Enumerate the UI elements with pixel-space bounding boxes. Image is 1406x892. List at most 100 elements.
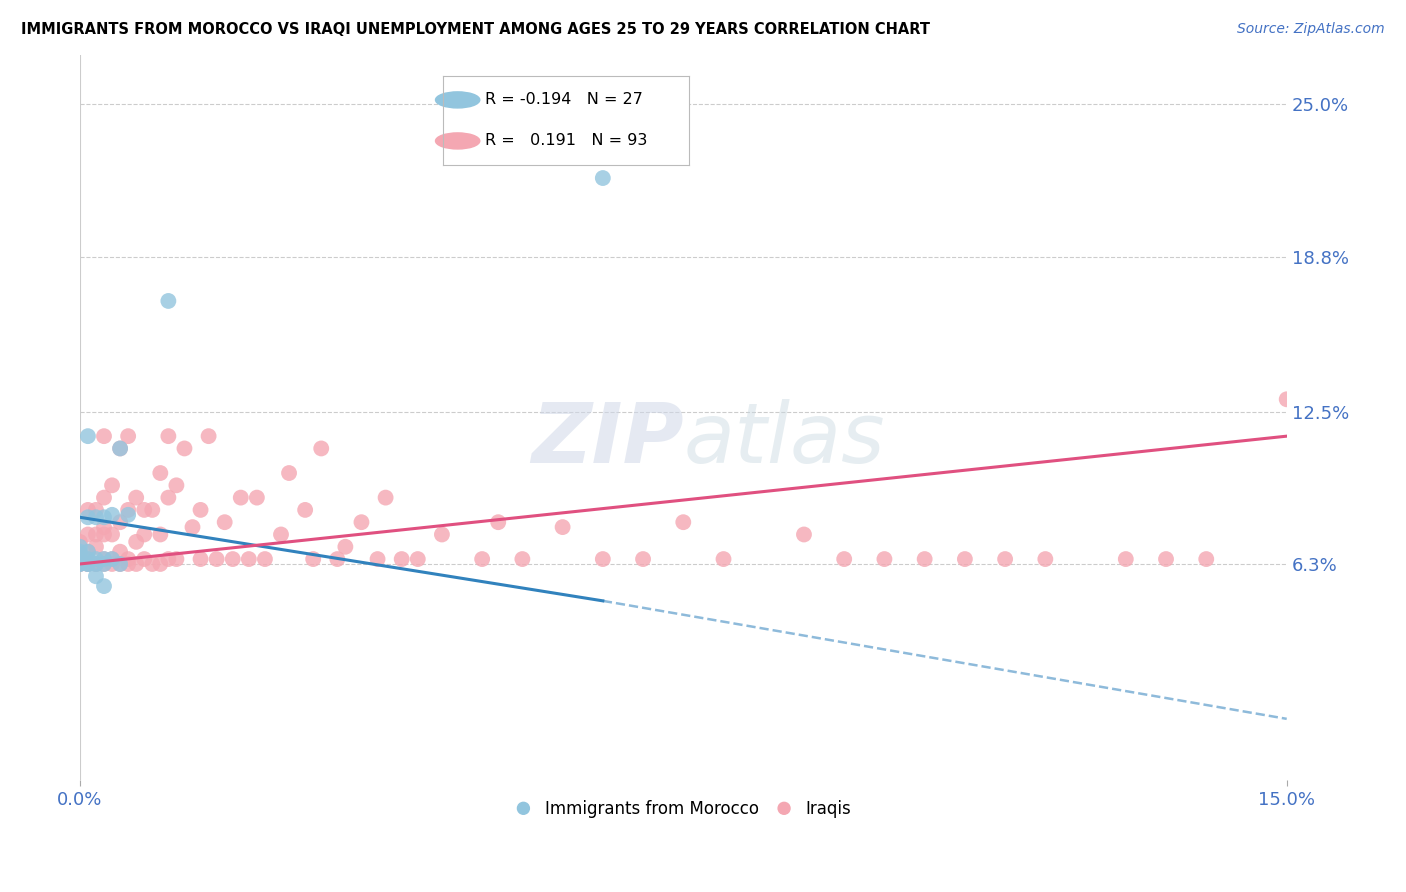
Point xyxy=(93,527,115,541)
Point xyxy=(93,557,115,571)
Point xyxy=(294,503,316,517)
Point xyxy=(117,508,139,522)
Point xyxy=(173,442,195,456)
Point xyxy=(77,557,100,571)
Point xyxy=(101,557,124,571)
Point xyxy=(994,552,1017,566)
Point xyxy=(713,552,735,566)
Point xyxy=(101,552,124,566)
Point xyxy=(149,466,172,480)
Point xyxy=(165,478,187,492)
Point xyxy=(93,552,115,566)
Point xyxy=(246,491,269,505)
Point xyxy=(69,557,91,571)
Point xyxy=(93,552,115,566)
Point xyxy=(77,503,100,517)
Point xyxy=(84,503,107,517)
Point xyxy=(238,552,260,566)
Point xyxy=(108,442,131,456)
Point xyxy=(134,527,156,541)
Point xyxy=(69,557,91,571)
Point xyxy=(953,552,976,566)
Text: atlas: atlas xyxy=(683,399,884,480)
Point xyxy=(77,552,100,566)
Point xyxy=(253,552,276,566)
Point xyxy=(117,429,139,443)
Point xyxy=(117,557,139,571)
Point xyxy=(471,552,494,566)
Point xyxy=(125,534,148,549)
Point xyxy=(832,552,855,566)
Point xyxy=(101,508,124,522)
Point xyxy=(157,429,180,443)
Point xyxy=(84,557,107,571)
Point xyxy=(108,557,131,571)
Point xyxy=(350,515,373,529)
Point xyxy=(77,557,100,571)
Point xyxy=(406,552,429,566)
Point xyxy=(77,544,100,558)
Point xyxy=(229,491,252,505)
Circle shape xyxy=(436,92,479,108)
Point xyxy=(108,515,131,529)
Point xyxy=(278,466,301,480)
Point xyxy=(69,557,91,571)
Point xyxy=(222,552,245,566)
Text: R = -0.194   N = 27: R = -0.194 N = 27 xyxy=(485,93,643,107)
Point xyxy=(77,429,100,443)
Point xyxy=(430,527,453,541)
Point xyxy=(84,510,107,524)
Point xyxy=(84,552,107,566)
Point xyxy=(367,552,389,566)
Point xyxy=(93,491,115,505)
Point xyxy=(592,171,614,186)
Text: IMMIGRANTS FROM MOROCCO VS IRAQI UNEMPLOYMENT AMONG AGES 25 TO 29 YEARS CORRELAT: IMMIGRANTS FROM MOROCCO VS IRAQI UNEMPLO… xyxy=(21,22,931,37)
Point xyxy=(93,579,115,593)
Point xyxy=(157,293,180,308)
Text: ZIP: ZIP xyxy=(530,399,683,480)
Point xyxy=(149,527,172,541)
Point xyxy=(551,520,574,534)
Text: R =   0.191   N = 93: R = 0.191 N = 93 xyxy=(485,134,647,148)
Point xyxy=(134,552,156,566)
Point xyxy=(108,544,131,558)
Point xyxy=(84,569,107,583)
Point xyxy=(157,552,180,566)
Point xyxy=(1154,552,1177,566)
Point xyxy=(101,478,124,492)
Point xyxy=(77,557,100,571)
Text: Source: ZipAtlas.com: Source: ZipAtlas.com xyxy=(1237,22,1385,37)
Point xyxy=(486,515,509,529)
Legend: Immigrants from Morocco, Iraqis: Immigrants from Morocco, Iraqis xyxy=(506,792,860,826)
Point xyxy=(108,557,131,571)
Point xyxy=(93,557,115,571)
Point xyxy=(134,503,156,517)
Point xyxy=(93,510,115,524)
Point xyxy=(1275,392,1298,407)
Point xyxy=(190,552,212,566)
Point xyxy=(101,552,124,566)
Point xyxy=(165,552,187,566)
Point xyxy=(69,552,91,566)
Point xyxy=(117,503,139,517)
Point xyxy=(125,557,148,571)
Point xyxy=(197,429,219,443)
Point xyxy=(326,552,349,566)
Point xyxy=(157,491,180,505)
Point xyxy=(309,442,332,456)
Point xyxy=(84,540,107,554)
Point xyxy=(141,503,163,517)
Point xyxy=(374,491,396,505)
Point xyxy=(77,544,100,558)
Point xyxy=(793,527,815,541)
Point xyxy=(512,552,534,566)
Point xyxy=(125,491,148,505)
Point xyxy=(117,552,139,566)
Point xyxy=(69,540,91,554)
Point xyxy=(69,552,91,566)
Point xyxy=(84,557,107,571)
Point xyxy=(914,552,936,566)
Point xyxy=(101,527,124,541)
Point xyxy=(149,557,172,571)
Point xyxy=(93,429,115,443)
